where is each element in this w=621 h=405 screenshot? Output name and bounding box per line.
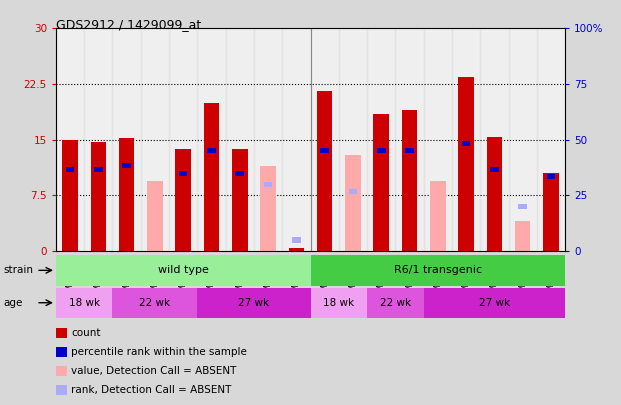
Text: strain: strain (3, 265, 33, 275)
Bar (373, 114, 389, 251)
Bar (452, 28, 480, 251)
Bar (462, 141, 470, 146)
Text: R6/1 transgenic: R6/1 transgenic (394, 265, 482, 275)
Text: GDS2912 / 1429099_at: GDS2912 / 1429099_at (56, 18, 201, 31)
Bar (197, 288, 310, 318)
Bar (310, 28, 339, 251)
Text: 18 wk: 18 wk (68, 298, 100, 308)
Bar (424, 28, 452, 251)
Bar (345, 155, 361, 251)
Bar (141, 28, 169, 251)
Bar (260, 166, 276, 251)
Bar (546, 174, 555, 179)
Bar (62, 141, 78, 251)
Bar (254, 28, 282, 251)
Text: value, Detection Call = ABSENT: value, Detection Call = ABSENT (71, 367, 237, 376)
Text: 27 wk: 27 wk (238, 298, 270, 308)
Bar (490, 167, 499, 172)
Bar (367, 288, 424, 318)
Bar (264, 182, 273, 187)
Bar (320, 148, 329, 153)
Bar (197, 28, 225, 251)
Text: 18 wk: 18 wk (323, 298, 355, 308)
Text: 22 wk: 22 wk (380, 298, 411, 308)
Bar (175, 149, 191, 251)
Bar (480, 28, 509, 251)
Text: 27 wk: 27 wk (479, 298, 510, 308)
Bar (289, 248, 304, 251)
Bar (122, 163, 131, 168)
Bar (515, 222, 530, 251)
Bar (348, 189, 357, 194)
Bar (339, 28, 367, 251)
Bar (402, 110, 417, 251)
Bar (509, 28, 537, 251)
Bar (56, 28, 84, 251)
Bar (207, 148, 215, 153)
Bar (292, 237, 301, 243)
Bar (310, 288, 367, 318)
Bar (543, 173, 559, 251)
Bar (406, 148, 414, 153)
Bar (94, 167, 102, 172)
Bar (84, 28, 112, 251)
Text: percentile rank within the sample: percentile rank within the sample (71, 347, 247, 357)
Text: rank, Detection Call = ABSENT: rank, Detection Call = ABSENT (71, 386, 232, 395)
Bar (458, 77, 474, 251)
Bar (377, 148, 386, 153)
Bar (487, 137, 502, 251)
Bar (430, 181, 446, 251)
Bar (147, 181, 163, 251)
Bar (310, 255, 565, 286)
Text: count: count (71, 328, 101, 338)
Bar (424, 288, 565, 318)
Bar (519, 204, 527, 209)
Bar (56, 255, 310, 286)
Bar (179, 171, 188, 176)
Bar (91, 142, 106, 251)
Text: 22 wk: 22 wk (139, 298, 171, 308)
Text: wild type: wild type (158, 265, 209, 275)
Text: age: age (3, 298, 22, 308)
Bar (537, 28, 565, 251)
Bar (56, 288, 112, 318)
Bar (112, 288, 197, 318)
Bar (317, 92, 332, 251)
Bar (282, 28, 310, 251)
Bar (367, 28, 396, 251)
Bar (119, 138, 134, 251)
Bar (204, 102, 219, 251)
Bar (396, 28, 424, 251)
Bar (169, 28, 197, 251)
Bar (225, 28, 254, 251)
Bar (235, 171, 244, 176)
Bar (112, 28, 141, 251)
Bar (66, 167, 75, 172)
Bar (232, 149, 248, 251)
